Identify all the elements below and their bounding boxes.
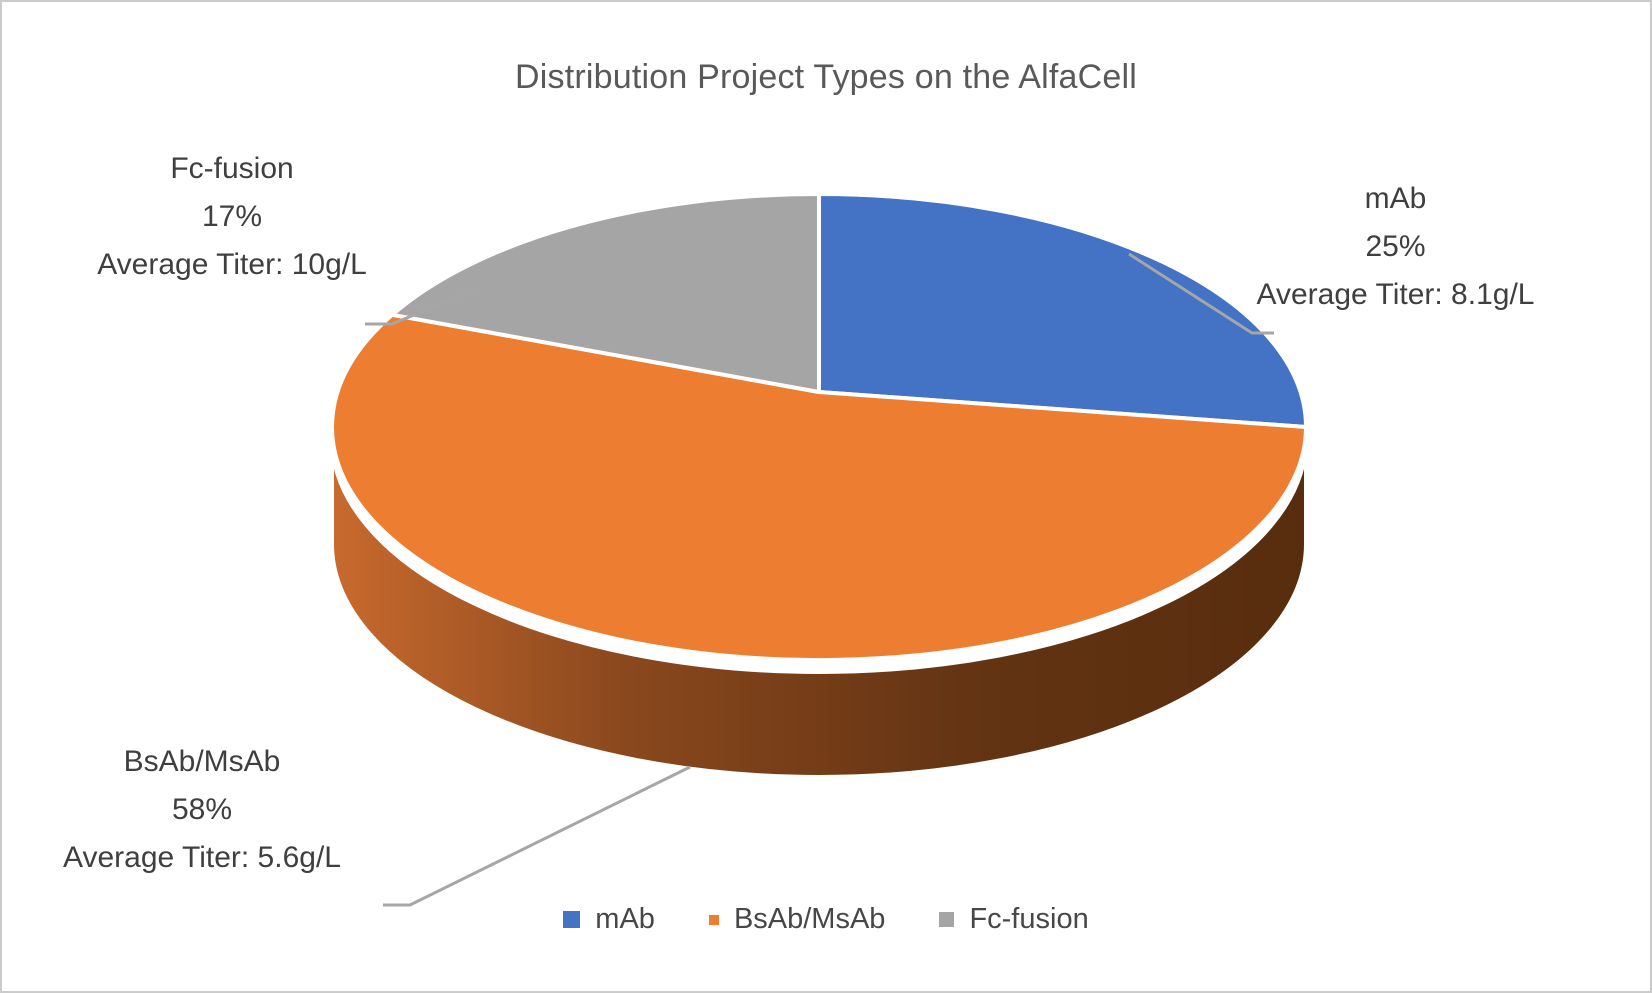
callout-mab-name: mAb — [1364, 182, 1427, 215]
legend-item-mab: mAb — [563, 903, 655, 936]
leader-line-fc-fusion — [365, 288, 476, 326]
legend-label-fc-fusion: Fc-fusion — [969, 903, 1089, 935]
callout-fc-fusion-percent: 17% — [201, 200, 263, 233]
callout-mab-titer: Average Titer: 8.1g/L — [1256, 278, 1535, 311]
callout-bsab-msab: BsAb/MsAb 58% Average Titer: 5.6g/L — [2, 738, 402, 882]
legend-marker-fc-fusion-icon — [939, 912, 955, 927]
legend: mAb BsAb/MsAb Fc-fusion — [2, 903, 1650, 936]
leader-line-bsab-msab — [383, 765, 691, 907]
callout-fc-fusion: Fc-fusion 17% Average Titer: 10g/L — [32, 145, 432, 289]
callout-bsab-msab-titer: Average Titer: 5.6g/L — [63, 841, 341, 874]
chart-title: Distribution Project Types on the AlfaCe… — [515, 58, 1137, 96]
legend-label-mab: mAb — [595, 903, 655, 935]
legend-marker-bsab-msab-icon — [708, 914, 719, 925]
pie-slice-bsab-msab — [330, 312, 1308, 663]
callout-fc-fusion-titer: Average Titer: 10g/L — [97, 248, 367, 281]
legend-item-fc-fusion: Fc-fusion — [939, 903, 1089, 936]
leader-line-mab — [1128, 252, 1274, 335]
pie-slice-fc-fusion — [390, 192, 821, 394]
pie-side — [330, 437, 1308, 779]
callout-bsab-msab-percent: 58% — [171, 793, 233, 826]
callout-bsab-msab-name: BsAb/MsAb — [123, 745, 281, 778]
callout-mab: mAb 25% Average Titer: 8.1g/L — [1193, 175, 1598, 319]
callout-mab-percent: 25% — [1365, 230, 1426, 263]
legend-label-bsab-msab: BsAb/MsAb — [733, 903, 886, 935]
pie-slice-mab — [817, 192, 1308, 429]
callout-fc-fusion-name: Fc-fusion — [170, 152, 294, 185]
legend-marker-mab-icon — [563, 911, 581, 928]
legend-item-bsab-msab: BsAb/MsAb — [708, 903, 886, 936]
